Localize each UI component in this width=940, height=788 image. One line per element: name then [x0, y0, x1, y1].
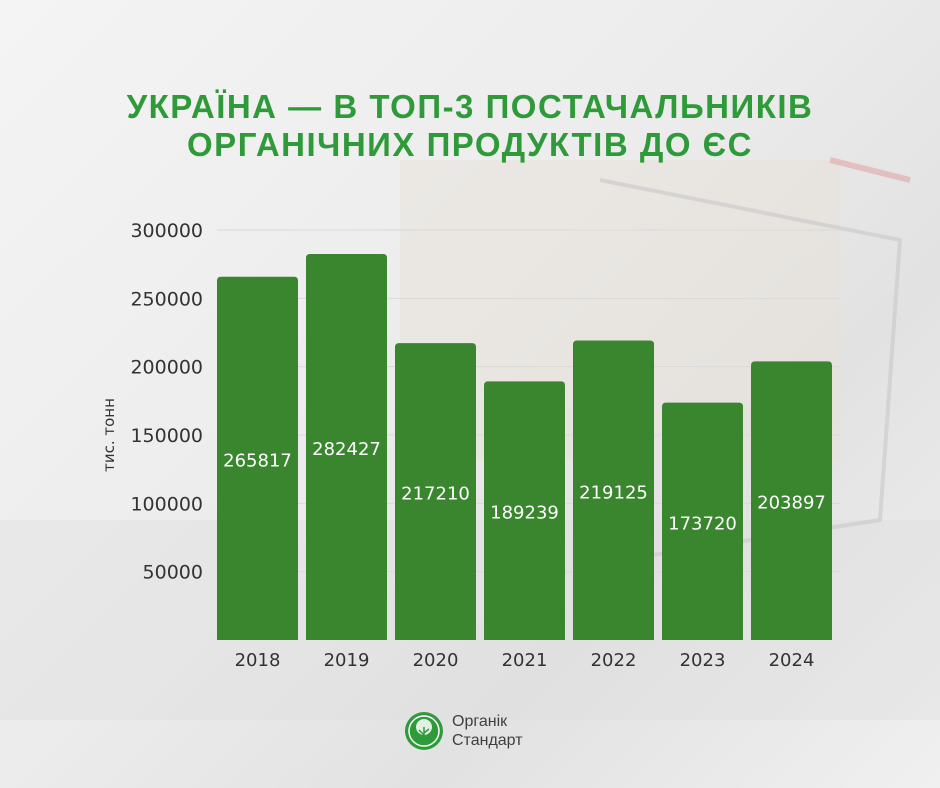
- data-label-2022: 219125: [579, 482, 648, 503]
- bar-2023: [662, 402, 743, 640]
- x-tick-label: 2024: [769, 650, 815, 671]
- data-label-2024: 203897: [757, 493, 826, 514]
- title-line-1: УКРАЇНА — В ТОП-3 ПОСТАЧАЛЬНИКІВ: [126, 88, 814, 125]
- logo-line-1: Органік: [452, 713, 508, 730]
- data-label-2020: 217210: [401, 484, 470, 505]
- y-tick-label: 50000: [143, 562, 203, 584]
- x-tick-label: 2019: [324, 650, 370, 671]
- x-tick-label: 2018: [235, 650, 281, 671]
- y-tick-label: 200000: [130, 357, 203, 379]
- data-label-2019: 282427: [312, 439, 381, 460]
- y-axis-label: тис. тонн: [100, 398, 118, 472]
- data-label-2021: 189239: [490, 503, 559, 524]
- x-tick-label: 2022: [591, 650, 637, 671]
- x-tick-label: 2023: [680, 650, 726, 671]
- data-label-2018: 265817: [223, 450, 292, 471]
- organic-standard-logo: Органік Стандарт: [404, 711, 523, 751]
- bar-2018: [217, 276, 298, 640]
- bar-2021: [484, 381, 565, 640]
- logo-line-2: Стандарт: [452, 732, 523, 749]
- y-tick-label: 100000: [130, 493, 203, 515]
- bar-2019: [306, 254, 387, 641]
- y-tick-label: 300000: [130, 220, 203, 242]
- x-tick-label: 2020: [413, 650, 459, 671]
- tree-logo-icon: [405, 712, 443, 750]
- bar-2024: [751, 361, 832, 640]
- bar-2020: [395, 343, 476, 640]
- y-tick-label: 250000: [130, 288, 203, 310]
- x-tick-label: 2021: [502, 650, 548, 671]
- chart-title: УКРАЇНА — В ТОП-3 ПОСТАЧАЛЬНИКІВ ОРГАНІЧ…: [0, 88, 940, 164]
- data-label-2023: 173720: [668, 513, 737, 534]
- bar-2022: [573, 340, 654, 640]
- y-tick-label: 150000: [130, 425, 203, 447]
- title-line-2: ОРГАНІЧНИХ ПРОДУКТІВ ДО ЄС: [187, 126, 753, 163]
